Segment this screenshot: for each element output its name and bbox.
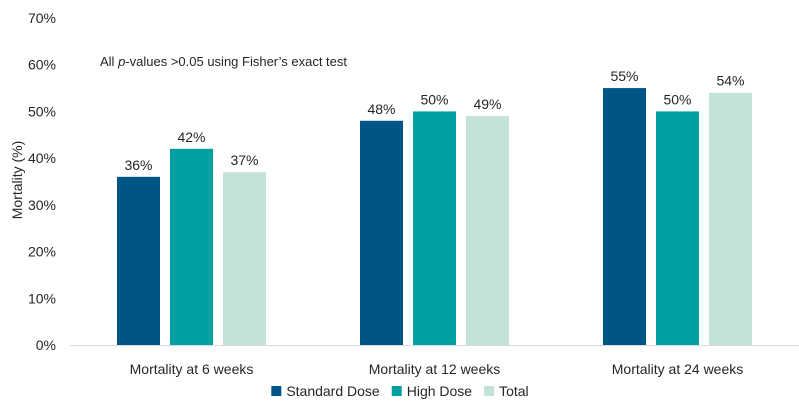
category-label: Mortality at 12 weeks: [369, 361, 501, 377]
data-label: 54%: [716, 73, 744, 89]
annotation-prefix: All: [100, 54, 118, 69]
category-label: Mortality at 24 weeks: [612, 361, 744, 377]
legend-label: High Dose: [407, 383, 473, 399]
y-tick-label: 0%: [36, 337, 56, 353]
bar-total: [709, 92, 752, 345]
legend-label: Total: [499, 383, 529, 399]
bar-high-dose: [413, 111, 456, 345]
y-tick-label: 30%: [28, 197, 56, 213]
data-label: 48%: [367, 101, 395, 117]
legend-item-standard-dose: Standard Dose: [271, 383, 380, 399]
y-axis-title: Mortality (%): [9, 141, 25, 220]
data-labels: 36% 42% 37% 48% 50% 49% 55% 50% 54%: [124, 68, 744, 173]
data-label: 55%: [610, 68, 638, 84]
data-label: 49%: [473, 96, 501, 112]
data-label: 50%: [663, 91, 691, 107]
bar-standard-dose: [360, 120, 403, 346]
legend-item-total: Total: [484, 383, 529, 399]
legend-swatch: [484, 386, 495, 396]
bars: [117, 88, 752, 346]
bar-high-dose: [656, 111, 699, 345]
annotation-suffix: -values >0.05 using Fisher’s exact test: [125, 54, 347, 69]
y-tick-label: 40%: [28, 150, 56, 166]
p-value-annotation: All p-values >0.05 using Fisher’s exact …: [100, 54, 347, 69]
y-tick-label: 70%: [28, 10, 56, 26]
category-label: Mortality at 6 weeks: [130, 361, 254, 377]
legend: Standard Dose High Dose Total: [271, 383, 529, 399]
data-label: 42%: [177, 129, 205, 145]
bar-total: [223, 172, 266, 345]
bar-standard-dose: [117, 176, 160, 345]
data-label: 50%: [420, 91, 448, 107]
data-label: 36%: [124, 157, 152, 173]
y-tick-label: 50%: [28, 103, 56, 119]
y-tick-label: 10%: [28, 290, 56, 306]
legend-swatch: [391, 386, 402, 396]
bar-total: [466, 116, 509, 345]
y-tick-label: 20%: [28, 244, 56, 260]
annotation-italic: p: [117, 54, 125, 69]
y-tick-label: 60%: [28, 57, 56, 73]
bar-standard-dose: [603, 88, 646, 346]
y-axis-ticks: 0% 10% 20% 30% 40% 50% 60% 70%: [28, 10, 56, 353]
legend-swatch: [271, 386, 282, 396]
category-labels: Mortality at 6 weeks Mortality at 12 week…: [130, 361, 744, 377]
data-label: 37%: [230, 152, 258, 168]
bar-high-dose: [170, 148, 213, 345]
legend-label: Standard Dose: [286, 383, 380, 399]
legend-item-high-dose: High Dose: [391, 383, 473, 399]
